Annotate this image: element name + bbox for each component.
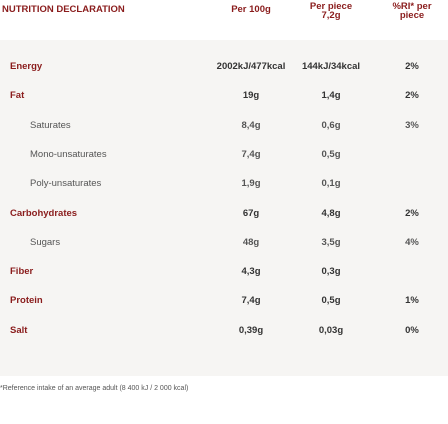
- footnote: *Reference intake of an average adult (8…: [0, 385, 189, 392]
- row-value: 2%: [405, 90, 419, 102]
- row-value: 1%: [405, 295, 419, 307]
- row-value: 2%: [405, 61, 419, 72]
- row-value: 19g: [242, 90, 260, 102]
- row-value: 4,8g: [321, 207, 341, 219]
- sub-row-value: 1,9g: [241, 178, 261, 190]
- row-value: 0,03g: [318, 324, 344, 336]
- sub-row-value: 48g: [242, 236, 260, 248]
- row-value: 67g: [242, 207, 260, 219]
- sub-row-value: 3%: [405, 119, 419, 131]
- sub-row-label: Saturates: [30, 119, 71, 131]
- row-label: Salt: [10, 324, 28, 336]
- sub-row-value: 7,4g: [241, 148, 261, 160]
- column-header: Per 100g: [231, 4, 271, 15]
- row-value: 1,4g: [321, 90, 341, 102]
- table-body: [0, 40, 448, 376]
- sub-row-value: 0,1g: [321, 178, 341, 190]
- row-value: 2%: [405, 207, 419, 219]
- row-value: 144kJ/34kcal: [301, 61, 361, 72]
- row-label: Fat: [10, 90, 25, 102]
- row-value: 0,39g: [238, 324, 264, 336]
- sub-row-label: Mono-unsaturates: [30, 148, 107, 160]
- sub-row-label: Poly-unsaturates: [30, 178, 102, 190]
- sub-row-value: 8,4g: [241, 119, 261, 131]
- row-value: 7,4g: [241, 295, 261, 307]
- column-header: 7,2g: [321, 10, 341, 21]
- sub-row-value: 4%: [405, 236, 419, 248]
- column-header: %RI* per: [392, 1, 432, 12]
- row-label: Fiber: [10, 266, 34, 278]
- table-title: NUTRITION DECLARATION: [2, 4, 125, 15]
- column-header: Per piece: [309, 1, 353, 12]
- row-label: Energy: [10, 61, 43, 72]
- row-value: 4,3g: [241, 266, 261, 278]
- sub-row-label: Sugars: [30, 236, 61, 248]
- sub-row-value: 0,5g: [321, 148, 341, 160]
- row-label: Carbohydrates: [10, 207, 78, 219]
- sub-row-value: 3,5g: [321, 236, 341, 248]
- sub-row-value: 0,6g: [321, 119, 341, 131]
- row-value: 2002kJ/477kcal: [216, 61, 286, 72]
- column-header: piece: [399, 10, 425, 21]
- row-value: 0%: [405, 324, 419, 336]
- row-label: Protein: [10, 295, 43, 307]
- row-value: 0,5g: [321, 295, 341, 307]
- row-value: 0,3g: [321, 266, 341, 278]
